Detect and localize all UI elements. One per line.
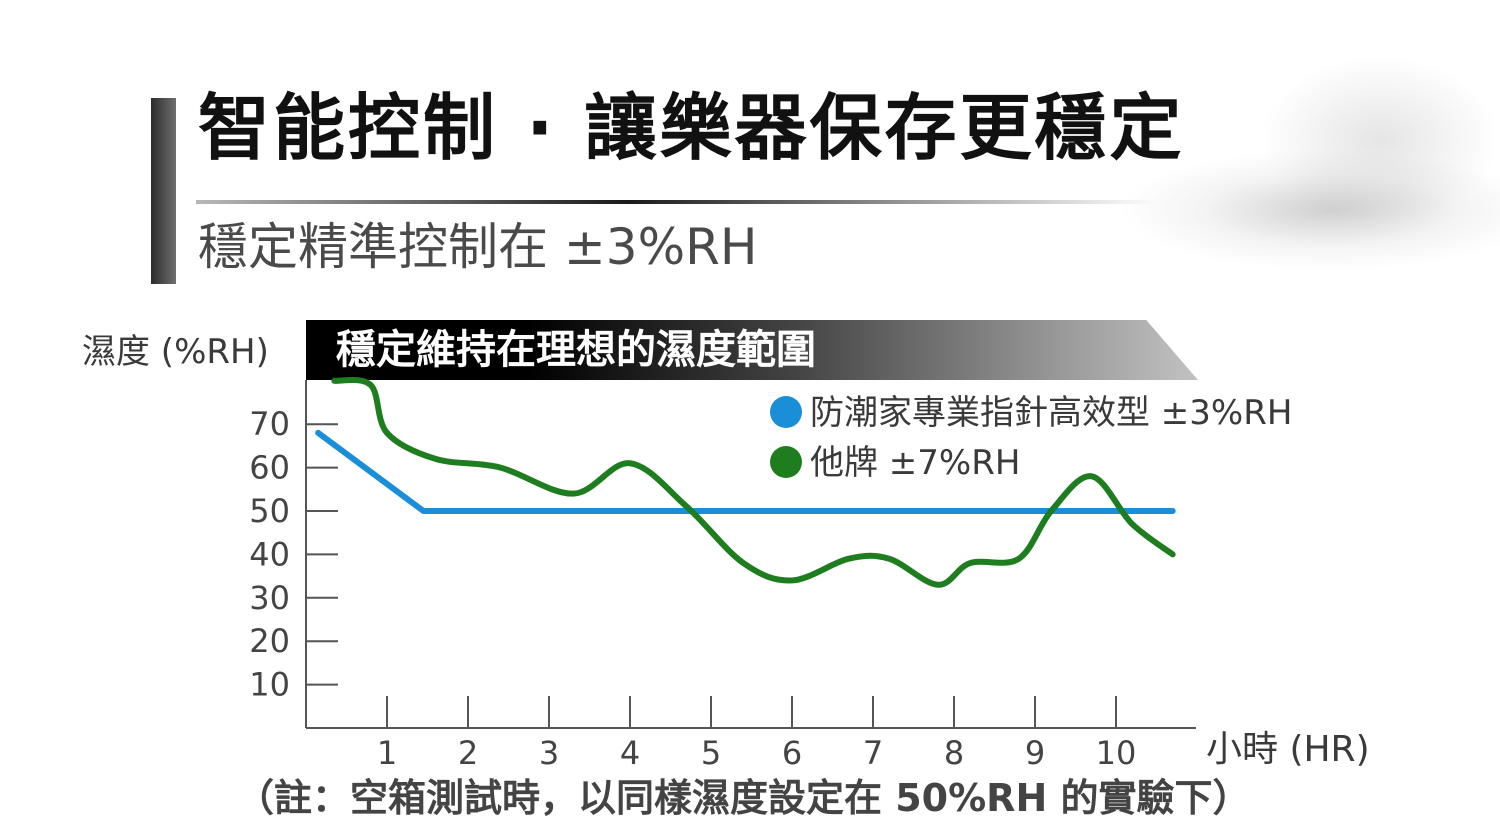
- title-accent-bar: [151, 98, 176, 284]
- y-axis-label: 濕度 (%RH): [82, 332, 269, 372]
- x-tick-label: 4: [620, 734, 640, 772]
- y-tick-label: 50: [249, 492, 290, 530]
- x-tick-label: 1: [377, 734, 397, 772]
- x-tick-label: 2: [458, 734, 478, 772]
- legend-label: 防潮家專業指針高效型 ±3%RH: [810, 393, 1292, 433]
- x-tick-label: 5: [701, 734, 721, 772]
- legend-label: 他牌 ±7%RH: [810, 443, 1020, 483]
- water-ripple-decoration: [1080, 20, 1500, 300]
- y-tick-label: 20: [249, 622, 290, 660]
- y-tick-label: 60: [249, 449, 290, 487]
- page-title: 智能控制 · 讓樂器保存更穩定: [198, 86, 1185, 170]
- y-tick-label: 70: [249, 405, 290, 443]
- chart-title: 穩定維持在理想的濕度範圍: [336, 327, 816, 373]
- x-tick-label: 10: [1096, 734, 1137, 772]
- y-tick-label: 10: [249, 666, 290, 704]
- y-tick-label: 40: [249, 535, 290, 573]
- chart-title-banner: [306, 320, 1198, 380]
- title-divider: [196, 200, 1156, 204]
- x-tick-label: 7: [863, 734, 883, 772]
- footnote: （註：空箱測試時，以同樣濕度設定在 50%RH 的實驗下）: [236, 776, 1251, 820]
- series-line-competitor: [331, 376, 1176, 588]
- y-tick-label: 30: [249, 579, 290, 617]
- x-tick-label: 3: [539, 734, 559, 772]
- x-tick-label: 9: [1025, 734, 1045, 772]
- legend-marker: [770, 446, 802, 478]
- legend-marker: [770, 396, 802, 428]
- series-line-brand: [315, 429, 1176, 514]
- x-axis-label: 小時 (HR): [1206, 729, 1370, 770]
- page-subtitle: 穩定精準控制在 ±3%RH: [198, 218, 758, 276]
- x-tick-label: 6: [782, 734, 802, 772]
- x-tick-label: 8: [944, 734, 964, 772]
